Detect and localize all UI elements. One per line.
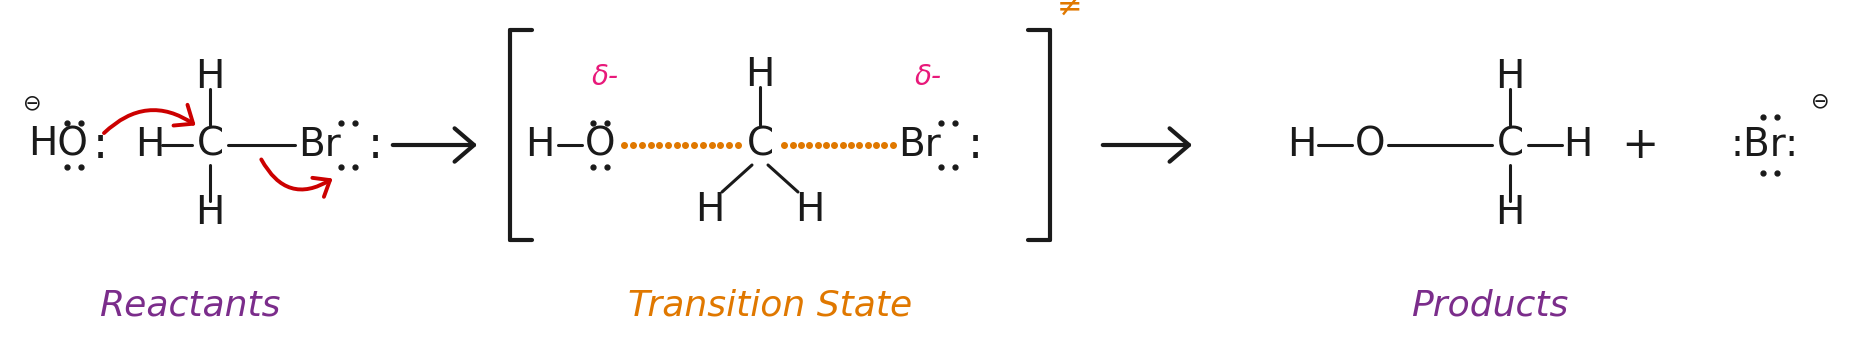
Text: +: + [1622, 124, 1659, 166]
Text: :: : [93, 124, 108, 166]
Text: O: O [1355, 126, 1385, 164]
Text: :: : [967, 124, 983, 166]
Text: H: H [1288, 126, 1317, 164]
Text: C: C [746, 126, 774, 164]
Text: C: C [1497, 126, 1523, 164]
Text: H: H [136, 126, 164, 164]
Text: Products: Products [1411, 288, 1569, 322]
Text: δ-: δ- [914, 63, 942, 91]
Text: H: H [745, 56, 774, 94]
Text: H: H [1495, 58, 1525, 96]
Text: H: H [526, 126, 554, 164]
Text: ⊖: ⊖ [22, 93, 41, 113]
Text: H: H [1564, 126, 1594, 164]
Text: :Br:: :Br: [1732, 126, 1799, 164]
Text: C: C [196, 126, 224, 164]
Text: ⊖: ⊖ [1810, 91, 1829, 111]
Text: HO: HO [28, 126, 88, 164]
FancyArrowPatch shape [104, 105, 194, 133]
Text: ≠: ≠ [1058, 0, 1082, 23]
FancyArrowPatch shape [261, 159, 330, 197]
Text: H: H [696, 191, 724, 229]
Text: H: H [1495, 194, 1525, 232]
Text: H: H [196, 194, 224, 232]
Text: O: O [584, 126, 616, 164]
Text: H: H [196, 58, 224, 96]
FancyArrowPatch shape [392, 128, 474, 162]
Text: Br: Br [299, 126, 341, 164]
Text: H: H [795, 191, 825, 229]
Text: Br: Br [899, 126, 940, 164]
Text: :: : [368, 124, 383, 166]
Text: Transition State: Transition State [627, 288, 912, 322]
Text: δ-: δ- [592, 63, 618, 91]
FancyArrowPatch shape [1103, 128, 1189, 162]
Text: Reactants: Reactants [99, 288, 280, 322]
